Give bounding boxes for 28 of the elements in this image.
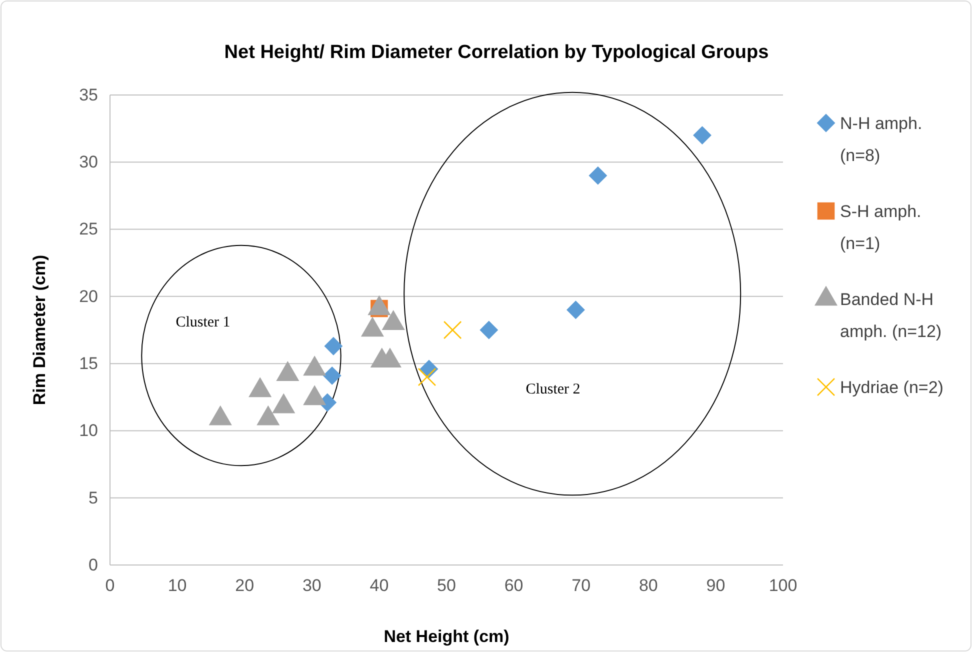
y-tick-label: 10 (79, 421, 98, 440)
legend-label: S-H amph. (n=1) (840, 202, 922, 253)
y-tick-label: 35 (79, 85, 98, 104)
y-tick-label: 0 (88, 555, 98, 574)
annotation: Cluster 2 (526, 381, 580, 398)
y-axis-title: Rim Diameter (cm) (30, 254, 49, 406)
legend-label: N-H amph. (n=8) (840, 114, 922, 165)
x-tick-label: 80 (638, 576, 658, 596)
y-tick-label: 30 (79, 152, 98, 172)
x-tick-label: 20 (235, 576, 254, 596)
x-axis-title: Net Height (cm) (384, 627, 510, 646)
y-tick-label: 25 (79, 220, 98, 239)
y-tick-label: 15 (79, 354, 98, 374)
legend-label: Banded N-H amph. (n=12) (840, 290, 942, 341)
x-tick-label: 40 (370, 576, 389, 596)
x-tick-label: 50 (437, 576, 456, 596)
x-tick-label: 60 (504, 576, 524, 596)
legend-label: Hydriae (n=2) (840, 378, 944, 397)
x-tick-label: 10 (168, 576, 187, 596)
chart-title: Net Height/ Rim Diameter Correlation by Typological Groups (224, 42, 769, 63)
x-tick-label: 0 (105, 576, 115, 596)
y-tick-label: 20 (79, 286, 98, 306)
x-tick-label: 30 (302, 576, 322, 596)
x-tick-label: 70 (572, 576, 591, 596)
x-tick-label: 100 (768, 576, 798, 596)
annotation: Cluster 1 (176, 314, 230, 330)
y-tick-label: 5 (88, 488, 98, 508)
x-tick-label: 90 (706, 576, 726, 596)
